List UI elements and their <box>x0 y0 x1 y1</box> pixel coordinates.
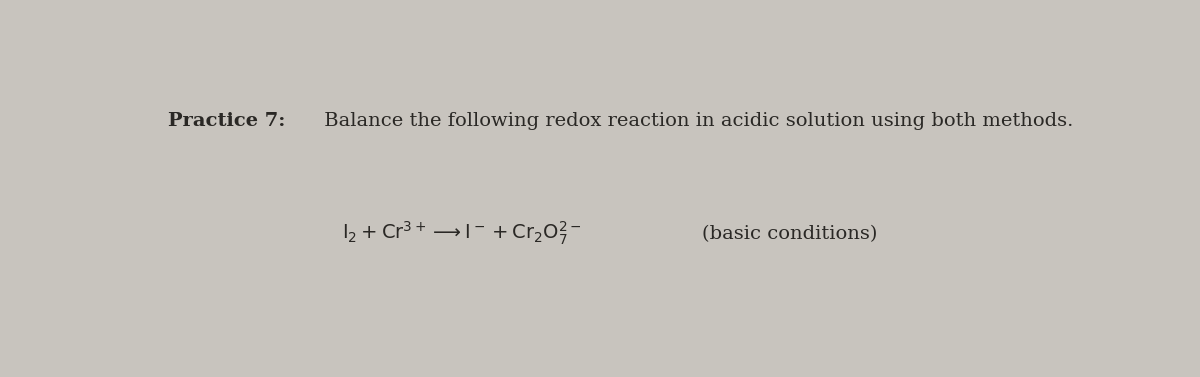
Text: $\mathrm{I_2 + Cr^{3+} \longrightarrow I^- + Cr_2O_7^{2-}}$: $\mathrm{I_2 + Cr^{3+} \longrightarrow I… <box>342 220 582 247</box>
Text: Practice 7:: Practice 7: <box>168 112 286 130</box>
Text: (basic conditions): (basic conditions) <box>702 225 877 243</box>
Text: Balance the following redox reaction in acidic solution using both methods.: Balance the following redox reaction in … <box>318 112 1073 130</box>
